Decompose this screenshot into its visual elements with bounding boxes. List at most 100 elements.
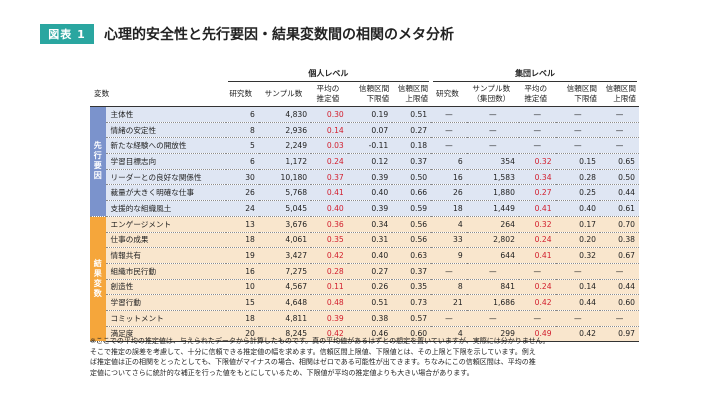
individual-sample-size-cell: 4,648	[258, 294, 312, 311]
grp-sample-header: サンプル数 （集団数）	[472, 84, 511, 103]
individual-ci-lower-cell: 0.19	[347, 106, 393, 123]
group-studies-cell: 33	[431, 232, 467, 249]
individual-ci-lower-cell: 0.12	[347, 153, 393, 170]
group-ci-upper-cell: —	[600, 106, 639, 123]
individual-ci-upper-cell: 0.57	[392, 310, 432, 327]
individual-mean-estimate-cell: 0.24	[311, 153, 348, 170]
group-sample-size-cell: 1,583	[466, 169, 519, 186]
individual-studies-cell: 30	[225, 169, 259, 186]
individual-ci-lower-cell: 0.40	[347, 247, 393, 264]
group-ci-upper-cell: —	[600, 263, 639, 280]
group-label: 結果変数	[93, 259, 102, 299]
variable-name: 組織市民行動	[105, 263, 226, 280]
group-ci-lower-cell: —	[555, 122, 601, 139]
individual-ci-upper-cell: 0.51	[392, 106, 432, 123]
individual-ci-upper-cell: 0.50	[392, 169, 432, 186]
individual-sample-size-cell: 4,567	[258, 279, 312, 296]
group-studies-cell: 9	[431, 247, 467, 264]
variable-name: 新たな経験への開放性	[105, 137, 226, 155]
group-mean-estimate-cell: —	[518, 106, 556, 123]
group-studies-cell: 16	[431, 169, 467, 186]
individual-sample-size-cell: 3,427	[258, 247, 312, 264]
grp-lower-header: 信頼区間 下限値	[566, 84, 598, 103]
footnote-line: ※ここでの平均の推定値は、与えられたデータから計算したものです。真の平均値がある…	[90, 337, 550, 345]
group-sample-size-cell: —	[466, 137, 519, 155]
variable-name: 創造性	[105, 279, 226, 296]
table-row: 結果変数 エンゲージメント 13 3,676 0.36 0.34 0.56 4 264 0.32 0…	[90, 216, 639, 343]
footnote-line: そこで推定の誤差を考慮して、十分に信頼できる推定値の幅を求めます。信頼区間上限値…	[90, 347, 536, 356]
group-studies-cell: 26	[431, 184, 467, 202]
individual-ci-upper-cell: 0.37	[392, 153, 432, 170]
individual-studies-cell: 5	[225, 137, 259, 155]
column-header-row: 変数 研究数 サンプル数 平均の 推定値 信頼区間 下限値 信頼区間 上限値 研究数 …	[90, 82, 639, 107]
figure-badge: 図表 1	[40, 24, 94, 44]
group-ci-upper-cell: 0.60	[600, 294, 639, 311]
variable-name: 学習行動	[105, 294, 226, 311]
individual-mean-estimate-cell: 0.11	[311, 279, 348, 296]
group-mean-estimate-cell: —	[518, 310, 556, 327]
group-ci-lower-cell: 0.25	[555, 184, 601, 202]
group-mean-estimate-cell: 0.41	[518, 247, 556, 264]
group-studies-cell: 6	[431, 153, 467, 170]
group-studies-cell: —	[431, 106, 467, 123]
antecedents-band: 先行要因	[90, 106, 106, 217]
variable-name: 裁量が大きく明確な仕事	[105, 184, 226, 202]
group-ci-lower-cell: 0.17	[555, 216, 601, 233]
individual-sample-size-cell: 5,045	[258, 200, 312, 217]
individual-mean-estimate-cell: 0.40	[311, 200, 348, 217]
individual-ci-upper-cell: 0.18	[392, 137, 432, 155]
individual-ci-lower-cell: 0.27	[347, 263, 393, 280]
individual-mean-estimate-cell: 0.41	[311, 184, 348, 202]
individual-studies-cell: 15	[225, 294, 259, 311]
group-ci-lower-cell: 0.28	[555, 169, 601, 186]
individual-mean-estimate-cell: 0.14	[311, 122, 348, 139]
variable-name: 主体性	[105, 106, 226, 123]
group-studies-cell: —	[431, 310, 467, 327]
figure-title: 心理的安全性と先行要因・結果変数間の相関のメタ分析	[104, 27, 454, 43]
table-row: 創造性 10 4,567 0.11 0.26 0.35 8 841 0.24 0.14 0.44	[90, 279, 639, 296]
individual-mean-estimate-cell: 0.42	[311, 326, 348, 343]
group-ci-upper-cell: 0.61	[600, 200, 639, 217]
group-sample-size-cell: 1,686	[466, 294, 519, 311]
individual-ci-upper-cell: 0.56	[392, 232, 432, 249]
group-ci-lower-cell: —	[555, 137, 601, 155]
group-mean-estimate-cell: —	[518, 137, 556, 155]
footnote-line: ば推定値は正の相関をとったとしても、下限値がマイナスの場合、相関はゼロである可能…	[90, 358, 536, 367]
group-ci-lower-cell: 0.14	[555, 279, 601, 296]
individual-mean-estimate-cell: 0.30	[311, 106, 348, 123]
individual-sample-size-cell: 4,811	[258, 310, 312, 327]
group-mean-estimate-cell: 0.32	[518, 153, 556, 170]
variable-name: 満足度	[105, 326, 226, 343]
group-sample-size-cell: —	[466, 263, 519, 280]
individual-studies-cell: 16	[225, 263, 259, 280]
individual-sample-size-cell: 5,768	[258, 184, 312, 202]
group-ci-lower-cell: 0.15	[555, 153, 601, 170]
variable-name: コミットメント	[105, 310, 226, 327]
group-sample-size-cell: 354	[466, 153, 519, 170]
individual-ci-upper-cell: 0.35	[392, 279, 432, 296]
individual-ci-lower-cell: 0.46	[347, 326, 393, 343]
group-ci-lower-cell: 0.42	[555, 326, 601, 343]
variable-name: 仕事の成果	[105, 232, 226, 249]
group-ci-upper-cell: 0.70	[600, 216, 639, 233]
group-studies-cell: —	[431, 122, 467, 139]
group-sample-size-cell: 264	[466, 216, 519, 233]
individual-studies-cell: 6	[225, 153, 259, 170]
individual-mean-estimate-cell: 0.03	[311, 137, 348, 155]
table-row: 新たな経験への開放性 5 2,249 0.03 -0.11 0.18— — — — —	[90, 137, 639, 155]
ind-studies-header: 研究数	[229, 89, 253, 98]
individual-studies-cell: 18	[225, 232, 259, 249]
group-sample-size-cell: —	[466, 106, 519, 123]
individual-studies-cell: 6	[225, 106, 259, 123]
group-label: 先行要因	[93, 141, 102, 181]
individual-ci-upper-cell: 0.59	[392, 200, 432, 217]
ind-mean-header: 平均の 推定値	[316, 84, 340, 103]
group-studies-cell: 8	[431, 279, 467, 296]
group-ci-upper-cell: 0.38	[600, 232, 639, 249]
individual-studies-cell: 18	[225, 310, 259, 327]
group-mean-estimate-cell: 0.32	[518, 216, 556, 233]
table-row: 学習行動 15 4,648 0.48 0.51 0.73 21 1,686 0.42 0.44 0.…	[90, 294, 639, 311]
individual-sample-size-cell: 7,275	[258, 263, 312, 280]
individual-sample-size-cell: 4,830	[258, 106, 312, 123]
group-ci-lower-cell: —	[555, 106, 601, 123]
